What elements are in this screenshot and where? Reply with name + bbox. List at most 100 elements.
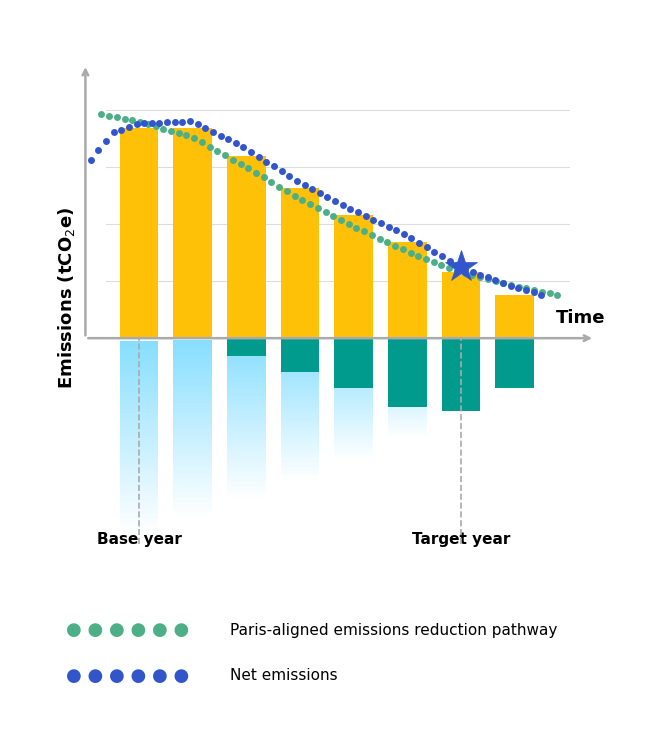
- Bar: [281, 430, 319, 432]
- Bar: [120, 462, 158, 464]
- Bar: [120, 469, 158, 472]
- Bar: [281, 342, 319, 344]
- Bar: [388, 380, 426, 381]
- Bar: [334, 403, 373, 405]
- Bar: [120, 370, 158, 372]
- Bar: [334, 426, 373, 427]
- Bar: [334, 459, 373, 461]
- Bar: [227, 384, 265, 386]
- Bar: [173, 383, 212, 385]
- Bar: [281, 349, 319, 350]
- Bar: [120, 520, 158, 522]
- Bar: [334, 409, 373, 411]
- Bar: [227, 374, 265, 376]
- Bar: [227, 390, 265, 392]
- Bar: [173, 487, 212, 489]
- Bar: [120, 350, 158, 353]
- Bar: [120, 491, 158, 493]
- Bar: [388, 415, 426, 417]
- Bar: [120, 128, 158, 338]
- Bar: [227, 476, 265, 478]
- Bar: [281, 395, 319, 396]
- Bar: [173, 494, 212, 496]
- Bar: [120, 353, 158, 355]
- Bar: [281, 365, 319, 366]
- Bar: [120, 527, 158, 530]
- Bar: [227, 478, 265, 480]
- Bar: [388, 396, 426, 397]
- Bar: [442, 403, 480, 404]
- Bar: [173, 409, 212, 411]
- Bar: [120, 421, 158, 423]
- Bar: [281, 425, 319, 427]
- Bar: [442, 366, 480, 368]
- Bar: [334, 391, 373, 393]
- Bar: [334, 387, 373, 388]
- Bar: [173, 392, 212, 394]
- Bar: [173, 402, 212, 405]
- Bar: [388, 403, 426, 405]
- Bar: [281, 476, 319, 478]
- Bar: [334, 424, 373, 426]
- Bar: [388, 379, 426, 380]
- Bar: [442, 377, 480, 378]
- Bar: [388, 408, 426, 409]
- Bar: [281, 386, 319, 388]
- Bar: [227, 360, 265, 362]
- Bar: [227, 494, 265, 496]
- Bar: [334, 379, 373, 381]
- Bar: [173, 481, 212, 483]
- Bar: [227, 484, 265, 486]
- Bar: [281, 450, 319, 451]
- Bar: [227, 474, 265, 476]
- Bar: [388, 356, 426, 358]
- Bar: [334, 417, 373, 418]
- Bar: [388, 374, 426, 375]
- Bar: [173, 374, 212, 376]
- Bar: [334, 402, 373, 403]
- Bar: [173, 485, 212, 487]
- Bar: [334, 367, 373, 368]
- Bar: [120, 496, 158, 498]
- Bar: [120, 365, 158, 367]
- Bar: [334, 352, 373, 353]
- Bar: [442, 365, 480, 366]
- Bar: [388, 431, 426, 433]
- Bar: [281, 441, 319, 442]
- Bar: [442, 385, 480, 386]
- Bar: [120, 460, 158, 462]
- Bar: [334, 376, 373, 378]
- Bar: [334, 421, 373, 423]
- Bar: [173, 483, 212, 485]
- Bar: [334, 418, 373, 420]
- Bar: [173, 476, 212, 479]
- Bar: [334, 412, 373, 414]
- Bar: [388, 340, 426, 341]
- Bar: [334, 405, 373, 406]
- Bar: [281, 421, 319, 423]
- Bar: [442, 371, 480, 372]
- Bar: [388, 411, 426, 413]
- Bar: [281, 473, 319, 474]
- Bar: [173, 440, 212, 442]
- Bar: [388, 413, 426, 414]
- Bar: [334, 399, 373, 400]
- Bar: [120, 348, 158, 350]
- Bar: [442, 347, 480, 348]
- Bar: [281, 374, 319, 375]
- Bar: [442, 382, 480, 383]
- Bar: [120, 367, 158, 370]
- Bar: [173, 407, 212, 409]
- Bar: [334, 364, 373, 365]
- Bar: [227, 492, 265, 494]
- Bar: [388, 397, 426, 399]
- Bar: [227, 486, 265, 488]
- Bar: [173, 394, 212, 396]
- Bar: [281, 412, 319, 414]
- Bar: [281, 363, 319, 365]
- Bar: [388, 382, 426, 384]
- Bar: [120, 506, 158, 508]
- Bar: [227, 498, 265, 500]
- Bar: [227, 412, 265, 414]
- Bar: [281, 458, 319, 461]
